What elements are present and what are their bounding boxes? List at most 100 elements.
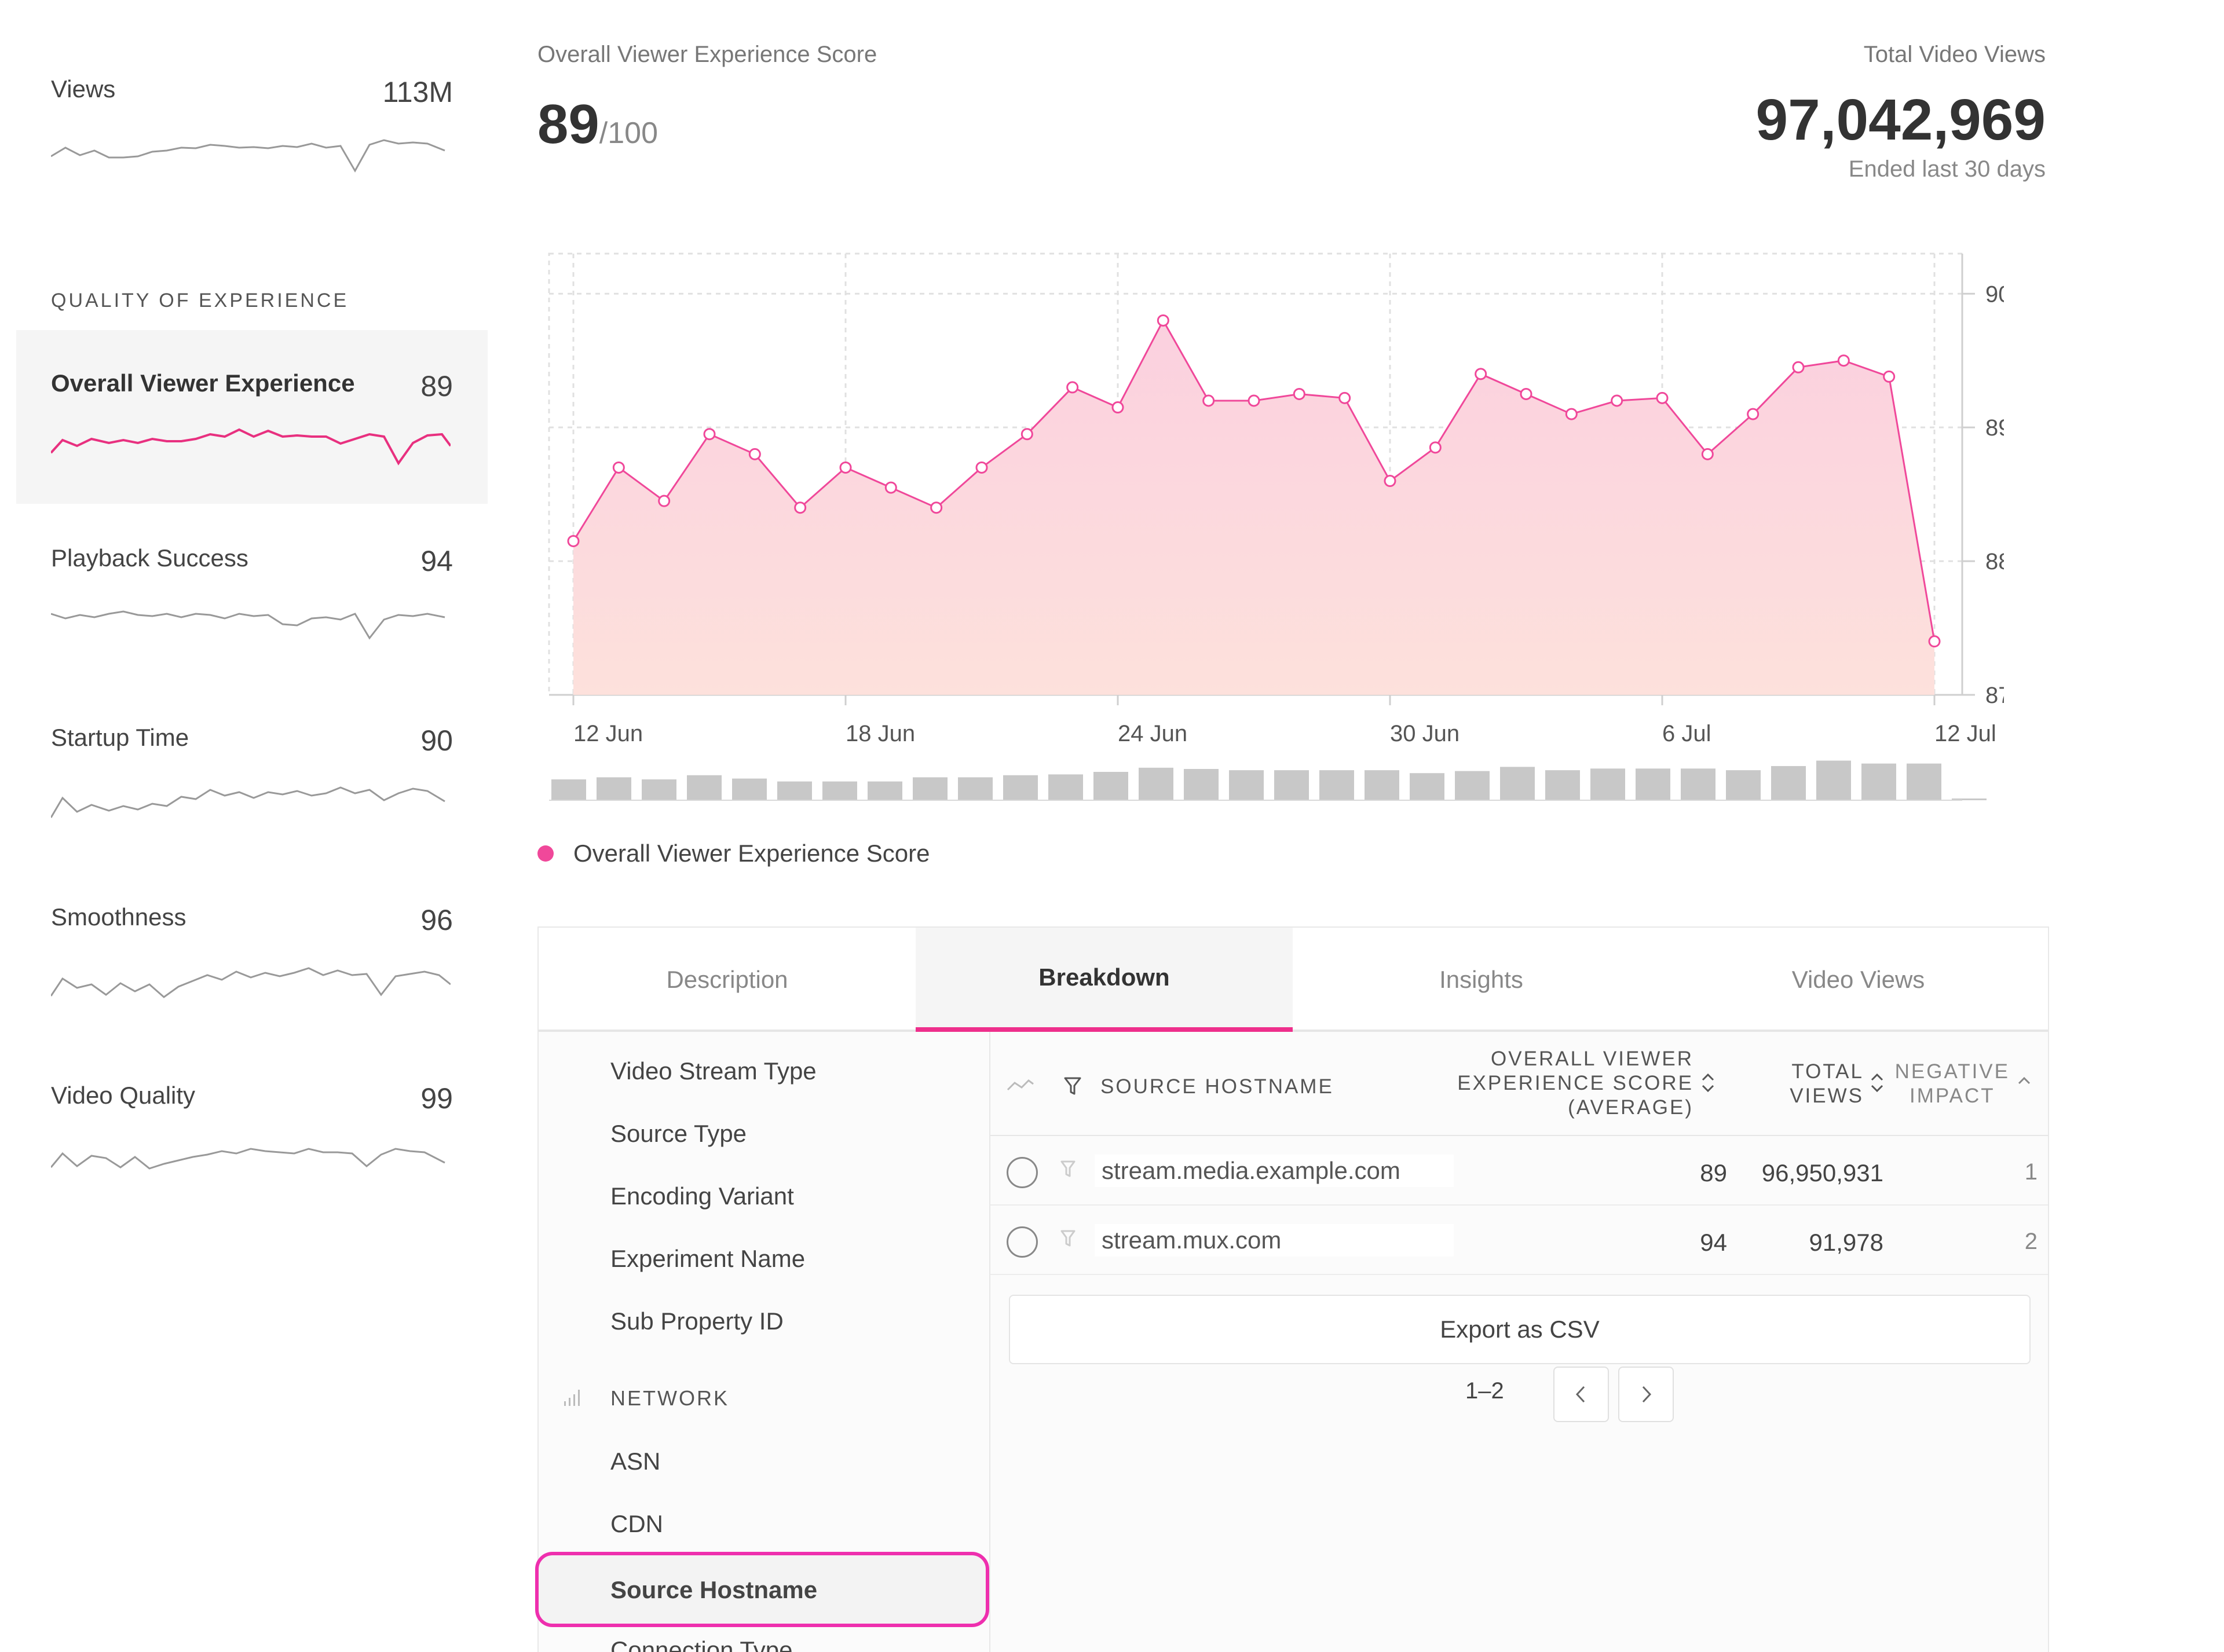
volume-bar [1229,770,1264,800]
cell-hostname: stream.media.example.com [1095,1155,1454,1187]
dimension-connection-type[interactable]: Connection Type [610,1636,793,1652]
next-page-button[interactable] [1618,1367,1674,1422]
col-total-views[interactable]: TOTAL VIEWS [1790,1060,1864,1108]
col-negative-impact[interactable]: NEGATIVE IMPACT [1895,1060,2010,1108]
table-header: SOURCE HOSTNAME OVERALL VIEWER EXPERIENC… [990,1032,2048,1136]
dimension-cdn[interactable]: CDN [610,1510,663,1537]
volume-bar [551,779,586,800]
y-tick-label: 90 [1985,281,2004,307]
score-value: 89 [537,93,599,155]
dimension-source-type[interactable]: Source Type [610,1120,747,1147]
volume-bar [1726,770,1761,800]
volume-bar [1500,767,1535,800]
volume-bar [777,781,812,800]
data-point[interactable] [567,534,580,547]
dimension-experiment-name[interactable]: Experiment Name [610,1245,806,1272]
row-select-radio[interactable] [1007,1157,1038,1188]
data-point[interactable] [612,461,625,474]
metric-label: Startup Time [51,724,189,751]
data-point[interactable] [658,494,671,507]
data-point[interactable] [748,448,761,460]
data-point[interactable] [884,481,897,494]
row-filter-icon[interactable] [1060,1159,1076,1179]
data-point[interactable] [1384,475,1396,488]
tab-breakdown[interactable]: Breakdown [916,928,1293,1032]
sort-both-icon[interactable] [1870,1071,1885,1094]
dimension-encoding-variant[interactable]: Encoding Variant [610,1182,794,1210]
chevron-right-icon [1642,1386,1652,1403]
volume-bar [642,779,676,800]
data-point[interactable] [1565,408,1578,420]
dimension-sub-property-id[interactable]: Sub Property ID [610,1307,784,1335]
metric-overall-viewer-experience[interactable]: Overall Viewer Experience 89 [16,330,488,504]
row-filter-icon[interactable] [1060,1229,1076,1248]
table-row[interactable]: stream.mux.com 94 91,978 2 [990,1206,2048,1275]
data-point[interactable] [1293,387,1305,400]
data-point[interactable] [1066,381,1079,394]
prev-page-button[interactable] [1553,1367,1609,1422]
metric-views[interactable]: Views 113M [16,41,488,214]
volume-bar [1048,774,1083,800]
data-point[interactable] [1611,394,1623,407]
table-row[interactable]: stream.media.example.com 89 96,950,931 1 [990,1136,2048,1206]
metric-startup-time[interactable]: Startup Time 90 [16,689,488,863]
metric-video-quality[interactable]: Video Quality 99 [16,1047,488,1221]
data-point[interactable] [794,501,807,514]
filter-icon[interactable] [1063,1076,1082,1097]
volume-bars [549,760,1987,801]
data-point[interactable] [1475,368,1487,380]
data-point[interactable] [1020,428,1033,441]
dimension-video-stream-type[interactable]: Video Stream Type [610,1057,817,1085]
sort-both-icon[interactable] [1700,1071,1715,1094]
data-point[interactable] [1338,391,1351,404]
data-point[interactable] [1883,370,1896,383]
tab-description[interactable]: Description [666,966,788,993]
data-point[interactable] [975,461,988,474]
tab-insights[interactable]: Insights [1439,966,1523,993]
data-point[interactable] [1747,408,1760,420]
tab-video-views[interactable]: Video Views [1791,966,1925,993]
metric-value: 96 [420,904,453,936]
row-select-radio[interactable] [1007,1226,1038,1258]
metric-label: Overall Viewer Experience [51,369,355,397]
dimension-group-network: NETWORK [610,1386,729,1410]
volume-bar [1636,768,1670,800]
sort-ascending-icon[interactable] [2017,1075,2032,1086]
smoothness-sparkline [51,967,451,998]
data-point[interactable] [1928,635,1941,648]
data-point[interactable] [1429,441,1442,454]
dimension-list: Video Stream Type Source Type Encoding V… [535,1032,990,1652]
dimension-asn[interactable]: ASN [610,1448,661,1475]
dimension-source-hostname[interactable]: Source Hostname [535,1552,989,1627]
col-total-views-line1: TOTAL [1791,1060,1864,1083]
volume-bar [913,777,948,800]
x-tick-label: 12 Jul [1934,721,1996,746]
data-point[interactable] [1837,354,1850,367]
data-point[interactable] [1656,391,1669,404]
metric-smoothness[interactable]: Smoothness 96 [16,869,488,1042]
data-point[interactable] [1248,394,1260,407]
overall-viewer-experience-sparkline [51,428,451,466]
export-csv-button[interactable]: Export as CSV [1009,1295,2031,1364]
data-point[interactable] [1520,387,1532,400]
trend-toggle-icon[interactable] [1007,1077,1034,1093]
col-overall-score[interactable]: OVERALL VIEWER EXPERIENCE SCORE (AVERAGE… [1457,1047,1693,1120]
data-point[interactable] [703,428,716,441]
data-point[interactable] [930,501,943,514]
pagination-range: 1–2 [1465,1378,1504,1404]
col-overall-score-line2: EXPERIENCE SCORE [1457,1072,1693,1094]
cell-negative-impact: 1 [2024,1159,2038,1185]
data-point[interactable] [1202,394,1215,407]
views-label: Total Video Views [1863,42,2046,67]
data-point[interactable] [1701,448,1714,460]
data-point[interactable] [839,461,852,474]
data-point[interactable] [1111,401,1124,414]
col-total-views-line2: VIEWS [1790,1085,1864,1107]
data-point[interactable] [1792,361,1805,373]
data-point[interactable] [1157,314,1169,327]
volume-bar [1681,768,1715,800]
volume-bar [868,781,902,800]
metric-playback-success[interactable]: Playback Success 94 [16,510,488,683]
col-source-hostname[interactable]: SOURCE HOSTNAME [1100,1075,1334,1098]
